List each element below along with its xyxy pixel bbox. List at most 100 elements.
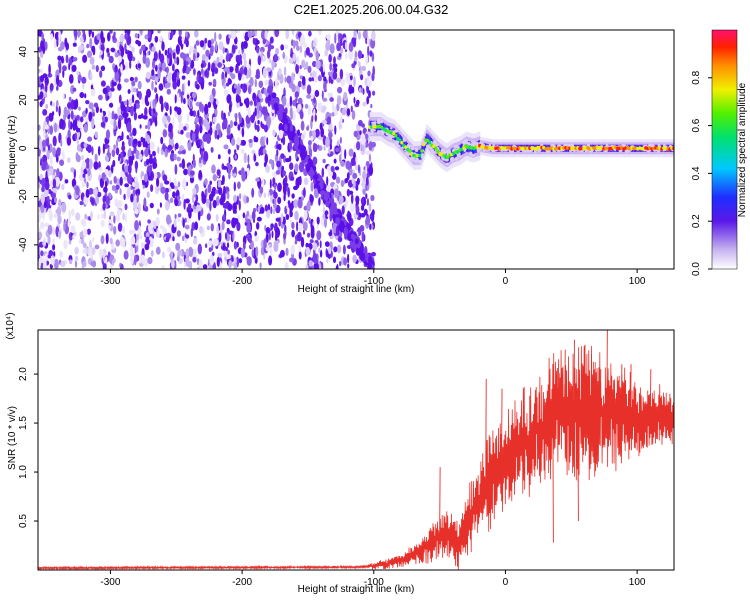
heatmap-cell	[49, 155, 53, 166]
heatmap-cell	[243, 152, 247, 164]
signal-halo-cell	[376, 120, 382, 125]
heatmap-cell	[266, 137, 269, 146]
heatmap-cell	[326, 38, 331, 48]
heatmap-cell	[128, 98, 133, 106]
heatmap-cell	[56, 85, 59, 91]
heatmap-cell	[276, 144, 280, 149]
heatmap-cell	[349, 75, 353, 81]
heatmap-cell	[258, 148, 261, 157]
heatmap-cell	[333, 158, 337, 164]
heatmap-cell	[300, 120, 305, 131]
heatmap-cell	[47, 144, 51, 151]
y-tick-label: 1.0	[18, 465, 29, 479]
y-tick-label: 2.0	[18, 367, 29, 381]
heatmap-cell	[236, 137, 242, 146]
heatmap-cell	[248, 139, 253, 143]
heatmap-cell	[272, 198, 275, 205]
heatmap-cell	[151, 46, 156, 53]
heatmap-cell	[266, 116, 272, 127]
heatmap-cell	[124, 116, 127, 125]
heatmap-cell	[112, 258, 116, 263]
heatmap-cell	[318, 247, 321, 253]
heatmap-cell	[355, 204, 360, 216]
heatmap-cell	[262, 67, 267, 79]
heatmap-cell	[79, 116, 84, 123]
heatmap-cell	[223, 83, 227, 89]
snr-spike	[599, 369, 602, 412]
heatmap-cell	[225, 254, 231, 260]
heatmap-cell	[358, 87, 362, 93]
heatmap-cell	[347, 211, 352, 222]
heatmap-cell	[258, 110, 262, 118]
heatmap-cell	[283, 232, 287, 240]
heatmap-cell	[79, 92, 85, 99]
heatmap-cell	[162, 174, 168, 182]
heatmap-cell	[326, 258, 329, 264]
heatmap-cell	[280, 213, 284, 223]
heatmap-cell	[345, 72, 349, 80]
heatmap-cell	[91, 64, 96, 70]
heatmap-cell	[259, 206, 265, 214]
heatmap-cell	[119, 34, 125, 43]
heatmap-cell	[216, 256, 220, 267]
heatmap-cell	[76, 154, 81, 163]
heatmap-cell	[222, 46, 225, 54]
heatmap-cell	[152, 161, 158, 169]
dispersion-trace-cell	[297, 144, 303, 151]
heatmap-cell	[44, 222, 50, 227]
heatmap-cell	[176, 107, 182, 116]
heatmap-cell	[129, 76, 134, 82]
heatmap-cell	[206, 225, 210, 231]
heatmap-cell	[221, 78, 225, 87]
heatmap-cell	[199, 124, 203, 134]
heatmap-cell	[277, 182, 282, 192]
heatmap-cell	[156, 208, 160, 215]
heatmap-cell	[258, 92, 262, 99]
heatmap-cell	[226, 125, 231, 136]
heatmap-cell	[135, 149, 140, 160]
heatmap-cell	[340, 78, 345, 87]
heatmap-cell	[126, 112, 129, 117]
heatmap-cell	[327, 92, 332, 98]
heatmap-cell	[361, 231, 365, 243]
heatmap-cell	[88, 111, 93, 122]
heatmap-cell	[126, 135, 130, 140]
heatmap-cell	[129, 245, 134, 256]
heatmap-cell	[185, 257, 190, 263]
heatmap-cell	[160, 102, 164, 113]
heatmap-cell	[99, 70, 103, 78]
heatmap-cell	[173, 153, 177, 161]
heatmap-cell	[100, 65, 106, 72]
heatmap-cell	[207, 101, 212, 109]
heatmap-cell	[221, 121, 225, 130]
heatmap-cell	[81, 76, 87, 84]
heatmap-cell	[198, 169, 202, 180]
heatmap-cell	[147, 219, 151, 224]
heatmap-cell	[172, 191, 176, 199]
heatmap-cell	[257, 55, 262, 66]
heatmap-cell	[127, 89, 131, 94]
y-tick-label: 0	[18, 145, 29, 151]
heatmap-cell	[305, 264, 308, 269]
x-tick-label: 100	[629, 276, 646, 287]
heatmap-cell	[301, 59, 306, 68]
heatmap-cell	[54, 197, 57, 203]
heatmap-cell	[145, 232, 150, 238]
heatmap-cell	[145, 125, 148, 129]
heatmap-cell	[230, 73, 236, 80]
x-tick-label: -100	[364, 577, 384, 588]
heatmap-cell	[233, 121, 238, 127]
heatmap-cell	[265, 40, 270, 45]
heatmap-cell	[43, 259, 47, 266]
signal-halo-cell	[430, 148, 434, 152]
heatmap-cell	[109, 102, 114, 108]
heatmap-cell	[60, 260, 66, 268]
heatmap-cell	[333, 246, 338, 253]
heatmap-cell	[275, 217, 281, 222]
heatmap-cell	[51, 102, 56, 107]
heatmap-cell	[314, 89, 320, 98]
heatmap-cell	[190, 227, 193, 238]
heatmap-cell	[369, 213, 373, 220]
heatmap-cell	[97, 214, 100, 220]
heatmap-cell	[268, 188, 274, 196]
